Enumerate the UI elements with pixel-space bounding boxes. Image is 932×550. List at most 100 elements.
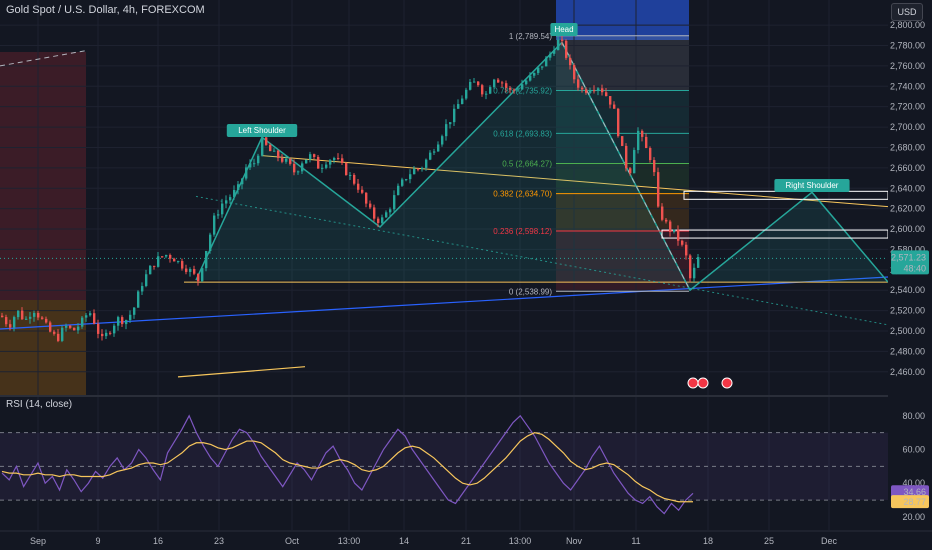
fib-level-label: 0 (2,538.99) bbox=[509, 287, 552, 296]
rsi-value-tag[interactable] bbox=[891, 485, 929, 499]
candle-body bbox=[341, 158, 344, 163]
candle-body bbox=[437, 144, 440, 152]
price-tick-label: 2,580.00 bbox=[890, 244, 925, 254]
candle-body bbox=[665, 219, 668, 222]
candle-body bbox=[337, 157, 340, 159]
price-tick-label: 2,720.00 bbox=[890, 102, 925, 112]
candle-body bbox=[345, 162, 348, 176]
dashed-ray bbox=[0, 50, 87, 67]
time-tick-label: 21 bbox=[461, 536, 471, 546]
candle-body bbox=[689, 255, 692, 279]
rsi-title[interactable]: RSI (14, close) bbox=[6, 399, 73, 410]
candle-body bbox=[553, 50, 556, 54]
candle-body bbox=[317, 156, 320, 169]
price-axis bbox=[888, 0, 932, 550]
event-icon[interactable] bbox=[697, 377, 709, 389]
rsi-tick-label: 40.00 bbox=[902, 478, 925, 488]
candle-body bbox=[493, 79, 496, 88]
candle-body bbox=[141, 286, 144, 292]
head-blue-zone bbox=[556, 0, 689, 40]
candle-body bbox=[393, 195, 396, 210]
candle-body bbox=[177, 261, 180, 263]
candle-body bbox=[397, 185, 400, 196]
symbol-title[interactable]: Gold Spot / U.S. Dollar, 4h, FOREXCOM bbox=[6, 4, 205, 16]
candle-body bbox=[577, 79, 580, 88]
candle-body bbox=[105, 332, 108, 337]
currency-selector[interactable]: USD bbox=[891, 3, 923, 21]
candle-body bbox=[601, 88, 604, 93]
candle-body bbox=[193, 269, 196, 274]
candle-body bbox=[469, 81, 472, 90]
candle-body bbox=[381, 217, 384, 223]
fib-zone bbox=[556, 193, 689, 231]
candle-body bbox=[241, 178, 244, 185]
event-icon[interactable] bbox=[721, 377, 733, 389]
candle-body bbox=[217, 214, 220, 216]
head-label-bg bbox=[550, 23, 578, 36]
candle-body bbox=[61, 327, 64, 341]
rsi-ma-value-tag[interactable] bbox=[891, 495, 929, 509]
candle-body bbox=[269, 144, 272, 152]
candle-body bbox=[457, 104, 460, 109]
candle-body bbox=[661, 206, 664, 220]
candle-body bbox=[605, 92, 608, 97]
time-tick-label: 13:00 bbox=[338, 536, 361, 546]
price-tick-label: 2,620.00 bbox=[890, 204, 925, 214]
last-price-tag[interactable] bbox=[891, 250, 929, 275]
left-shoulder-label: Left Shoulder bbox=[238, 126, 286, 135]
rsi-tick-label: 80.00 bbox=[902, 411, 925, 421]
time-tick-label: 11 bbox=[631, 536, 640, 546]
fib-level-label: 0.786 (2,735.92) bbox=[493, 86, 552, 95]
candle-body bbox=[409, 174, 412, 180]
candle-body bbox=[621, 136, 624, 146]
candle-body bbox=[385, 212, 388, 218]
candle-body bbox=[461, 98, 464, 105]
time-tick-label: 16 bbox=[153, 536, 163, 546]
candle-body bbox=[365, 192, 368, 204]
candle-body bbox=[153, 265, 156, 267]
candle-body bbox=[533, 72, 536, 76]
candles[interactable] bbox=[1, 35, 700, 343]
time-tick-label: 23 bbox=[214, 536, 224, 546]
candle-body bbox=[417, 168, 420, 170]
candle-body bbox=[197, 273, 200, 282]
event-icon[interactable] bbox=[687, 377, 699, 389]
candle-body bbox=[649, 148, 652, 161]
candle-body bbox=[13, 317, 16, 328]
candle-body bbox=[413, 168, 416, 175]
price-tick-label: 2,780.00 bbox=[890, 40, 925, 50]
candle-body bbox=[389, 209, 392, 213]
candle-body bbox=[613, 104, 616, 109]
candle-body bbox=[353, 174, 356, 184]
price-tick-label: 2,480.00 bbox=[890, 346, 925, 356]
candle-body bbox=[633, 150, 636, 174]
shoulder-line bbox=[261, 155, 889, 208]
price-tick-label: 2,700.00 bbox=[890, 122, 925, 132]
candle-body bbox=[697, 257, 700, 268]
price-tick-label: 2,760.00 bbox=[890, 61, 925, 71]
candle-body bbox=[685, 244, 688, 256]
candle-body bbox=[377, 218, 380, 223]
candle-body bbox=[297, 171, 300, 173]
candle-body bbox=[21, 310, 24, 320]
fib-level-label: 0.236 (2,598.12) bbox=[493, 227, 552, 236]
time-tick-label: Sep bbox=[30, 536, 46, 546]
candle-body bbox=[189, 269, 192, 272]
time-tick-label: 14 bbox=[399, 536, 409, 546]
candle-body bbox=[205, 251, 208, 269]
left-orange-zone bbox=[0, 300, 86, 395]
candle-body bbox=[221, 203, 224, 215]
candle-body bbox=[293, 163, 296, 173]
price-tick-label: 2,800.00 bbox=[890, 20, 925, 30]
candle-body bbox=[41, 317, 44, 319]
time-tick-label: 18 bbox=[703, 536, 713, 546]
candle-body bbox=[549, 53, 552, 58]
candle-body bbox=[185, 268, 188, 272]
candle-body bbox=[305, 159, 308, 164]
candle-body bbox=[369, 203, 372, 208]
candle-body bbox=[449, 122, 452, 125]
candle-body bbox=[497, 79, 500, 83]
candle-body bbox=[537, 67, 540, 73]
yellow-segment bbox=[177, 366, 306, 378]
